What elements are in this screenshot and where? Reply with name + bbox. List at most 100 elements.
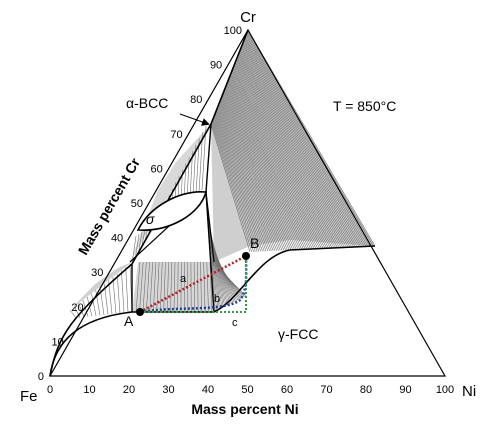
tie-line <box>242 41 360 247</box>
tie-line <box>156 261 160 313</box>
tie-line <box>218 103 278 251</box>
tie-line <box>146 261 150 313</box>
tie-line <box>135 233 140 258</box>
fcc-phase-label: γ-FCC <box>278 326 318 342</box>
tie-line <box>239 51 347 248</box>
tie-line <box>217 107 272 252</box>
tie-line <box>238 54 344 248</box>
tie-line <box>141 229 146 246</box>
path-b <box>139 255 248 314</box>
composition-triangle <box>48 28 447 377</box>
left-tick-label: 80 <box>190 94 202 106</box>
tie-line <box>212 119 256 252</box>
point-a-label: A <box>124 313 134 329</box>
tie-line <box>244 37 365 247</box>
tie-line <box>196 261 199 313</box>
tie-line <box>218 105 276 251</box>
tie-line <box>69 309 77 319</box>
tie-line <box>237 56 340 248</box>
tie-line <box>138 231 143 252</box>
tie-line <box>135 261 141 313</box>
bcc-arrow <box>179 113 210 126</box>
tie-line <box>173 261 176 313</box>
tie-line <box>225 86 301 250</box>
tie-line <box>234 63 331 249</box>
tie-line <box>206 261 209 313</box>
bottom-axis-title: Mass percent Ni <box>191 401 298 417</box>
tie-line <box>245 36 367 247</box>
tie-line <box>242 43 358 248</box>
tie-line <box>230 74 317 249</box>
corner-fe: Fe <box>20 388 38 405</box>
tie-line <box>198 132 203 193</box>
tie-line <box>219 102 279 251</box>
left-tick-label: 50 <box>131 198 143 210</box>
tie-line <box>212 118 258 252</box>
tie-line <box>240 47 353 248</box>
tie-line <box>240 48 351 248</box>
tie-line <box>216 110 269 252</box>
tie-line <box>220 98 285 251</box>
tie-line <box>125 267 129 313</box>
tie-line <box>228 79 310 250</box>
tie-line <box>217 106 274 251</box>
bottom-axis-ticks: 0 10 20 30 40 50 60 70 80 90 100 <box>47 384 454 396</box>
tie-line <box>215 111 267 252</box>
left-tick-label: 0 <box>38 371 44 383</box>
tie-line <box>222 94 290 251</box>
tie-line <box>236 59 336 249</box>
tie-line <box>219 101 281 251</box>
bottom-tick-label: 0 <box>47 384 53 396</box>
left-tick-label: 10 <box>52 336 64 348</box>
temperature-label: T = 850°C <box>333 98 396 114</box>
tie-line <box>108 280 113 315</box>
left-tick-label: 60 <box>151 163 163 175</box>
tie-line <box>139 261 144 313</box>
tie-line <box>224 88 297 250</box>
tie-line <box>244 39 363 247</box>
tie-line <box>229 76 313 250</box>
tie-line <box>232 67 326 249</box>
tie-line <box>233 64 329 249</box>
sigma-fcc-region <box>132 262 214 312</box>
tie-line <box>239 49 349 248</box>
tie-line <box>238 52 345 248</box>
tie-line <box>203 261 206 313</box>
tie-line <box>224 87 299 250</box>
tie-line <box>78 303 85 318</box>
bottom-tick-label: 50 <box>241 384 253 396</box>
tie-line <box>112 277 117 314</box>
tie-line <box>220 99 283 251</box>
bottom-tick-label: 20 <box>123 384 135 396</box>
path-c <box>140 256 247 313</box>
tie-line <box>211 122 253 253</box>
tie-line <box>226 84 303 250</box>
tie-line <box>116 273 121 314</box>
tie-line <box>237 55 342 248</box>
tie-line <box>236 58 338 248</box>
tie-line <box>223 90 295 250</box>
tie-line <box>213 115 261 252</box>
tie-line <box>230 72 319 249</box>
point-b-label: B <box>250 235 259 251</box>
point-a-marker <box>136 308 144 316</box>
path-c-label: c <box>232 317 238 329</box>
tie-line <box>243 40 361 247</box>
tie-line <box>235 60 335 249</box>
tie-line <box>214 113 265 252</box>
tie-line <box>210 123 251 253</box>
tie-line <box>149 261 154 313</box>
tie-line <box>177 261 179 313</box>
tie-line <box>222 92 292 251</box>
tie-line <box>195 138 200 195</box>
tie-line <box>233 66 328 249</box>
tie-line <box>201 125 207 191</box>
bottom-tick-label: 70 <box>320 384 332 396</box>
bottom-tick-label: 80 <box>360 384 372 396</box>
bottom-tick-label: 30 <box>162 384 174 396</box>
tie-line <box>163 261 166 313</box>
tie-line <box>91 293 97 316</box>
point-b-marker <box>242 252 250 260</box>
path-a-label: a <box>180 273 187 285</box>
